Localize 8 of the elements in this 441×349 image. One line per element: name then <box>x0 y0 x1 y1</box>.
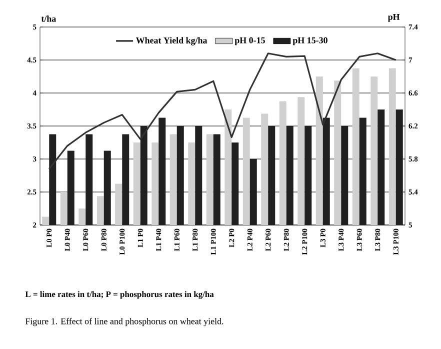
legend-label: pH 15-30 <box>292 37 328 46</box>
legend-label: Wheat Yield kg/ha <box>136 37 208 46</box>
y2-axis-title: pH <box>388 14 400 22</box>
text: L = lime rates in t/ha; P = phosphorus rates in kg/ha <box>25 291 214 299</box>
legend-label: pH 0-15 <box>234 37 265 46</box>
caption: Figure 1. Effect of line and phosphorus on wheat yield. <box>25 318 224 326</box>
y-axis-title: t/ha <box>41 15 56 22</box>
line-series <box>48 52 397 170</box>
